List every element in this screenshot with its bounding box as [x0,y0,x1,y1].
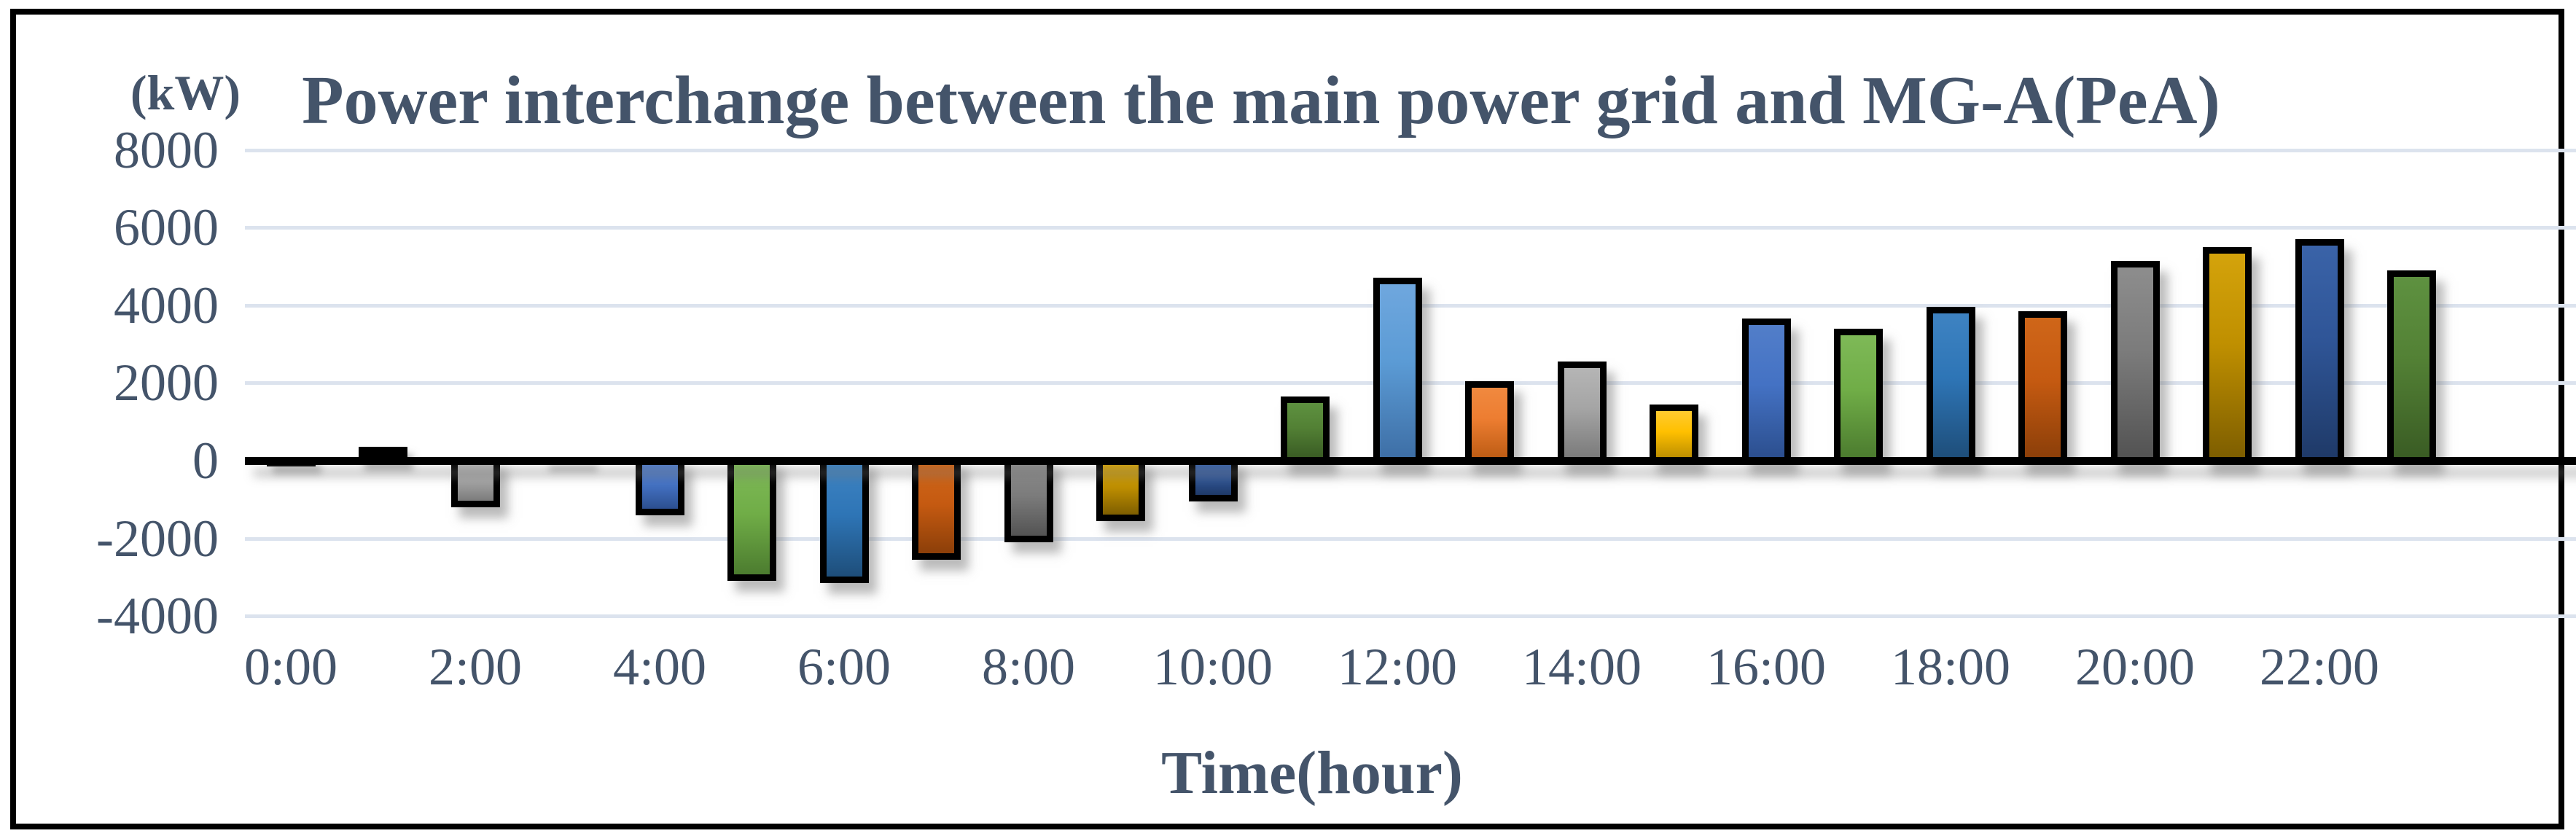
bar-11:00[interactable] [1281,396,1330,464]
bar-6:00[interactable] [820,458,869,583]
x-tick-18:00: 18:00 [1890,638,2010,696]
bar-20:00[interactable] [2111,261,2160,464]
x-tick-0:00: 0:00 [243,638,337,696]
bar-18:00[interactable] [1927,307,1975,464]
gridline--2000 [245,537,2576,541]
chart-frame [10,9,2564,829]
bar-14:00[interactable] [1558,362,1607,464]
y-axis-unit-label: (kW) [130,65,241,120]
bar-7:00[interactable] [912,458,961,560]
chart-title: Power interchange between the main power… [302,63,2220,138]
bar-16:00[interactable] [1742,319,1791,464]
x-tick-2:00: 2:00 [428,638,522,696]
x-tick-4:00: 4:00 [612,638,706,696]
gridline-8000 [245,149,2576,152]
x-tick-20:00: 20:00 [2075,638,2195,696]
bar-2:00[interactable] [451,458,500,507]
bar-15:00[interactable] [1650,405,1698,464]
bar-8:00[interactable] [1004,458,1053,542]
y-tick--4000: -4000 [96,587,219,645]
bar-9:00[interactable] [1096,458,1145,521]
x-tick-12:00: 12:00 [1337,638,1457,696]
x-tick-14:00: 14:00 [1521,638,1642,696]
y-tick-2000: 2000 [114,353,219,412]
bar-19:00[interactable] [2018,311,2067,464]
x-tick-10:00: 10:00 [1152,638,1273,696]
x-axis-title: Time(hour) [1161,739,1463,807]
gridline-6000 [245,226,2576,230]
bar-23:00[interactable] [2387,270,2436,464]
y-tick-8000: 8000 [114,121,219,179]
bar-4:00[interactable] [636,458,684,515]
bar-13:00[interactable] [1465,381,1514,464]
gridline--4000 [245,614,2576,618]
y-tick-0: 0 [192,431,219,490]
x-axis-zero-line [245,457,2576,465]
bar-21:00[interactable] [2203,247,2252,464]
x-tick-8:00: 8:00 [981,638,1075,696]
x-tick-22:00: 22:00 [2259,638,2379,696]
x-tick-6:00: 6:00 [797,638,891,696]
y-tick--2000: -2000 [96,509,219,568]
bar-12:00[interactable] [1373,278,1422,464]
x-tick-16:00: 16:00 [1706,638,1826,696]
bar-17:00[interactable] [1834,329,1883,464]
y-tick-6000: 6000 [114,198,219,257]
y-tick-4000: 4000 [114,276,219,335]
bar-5:00[interactable] [727,458,776,581]
bar-22:00[interactable] [2295,239,2344,464]
